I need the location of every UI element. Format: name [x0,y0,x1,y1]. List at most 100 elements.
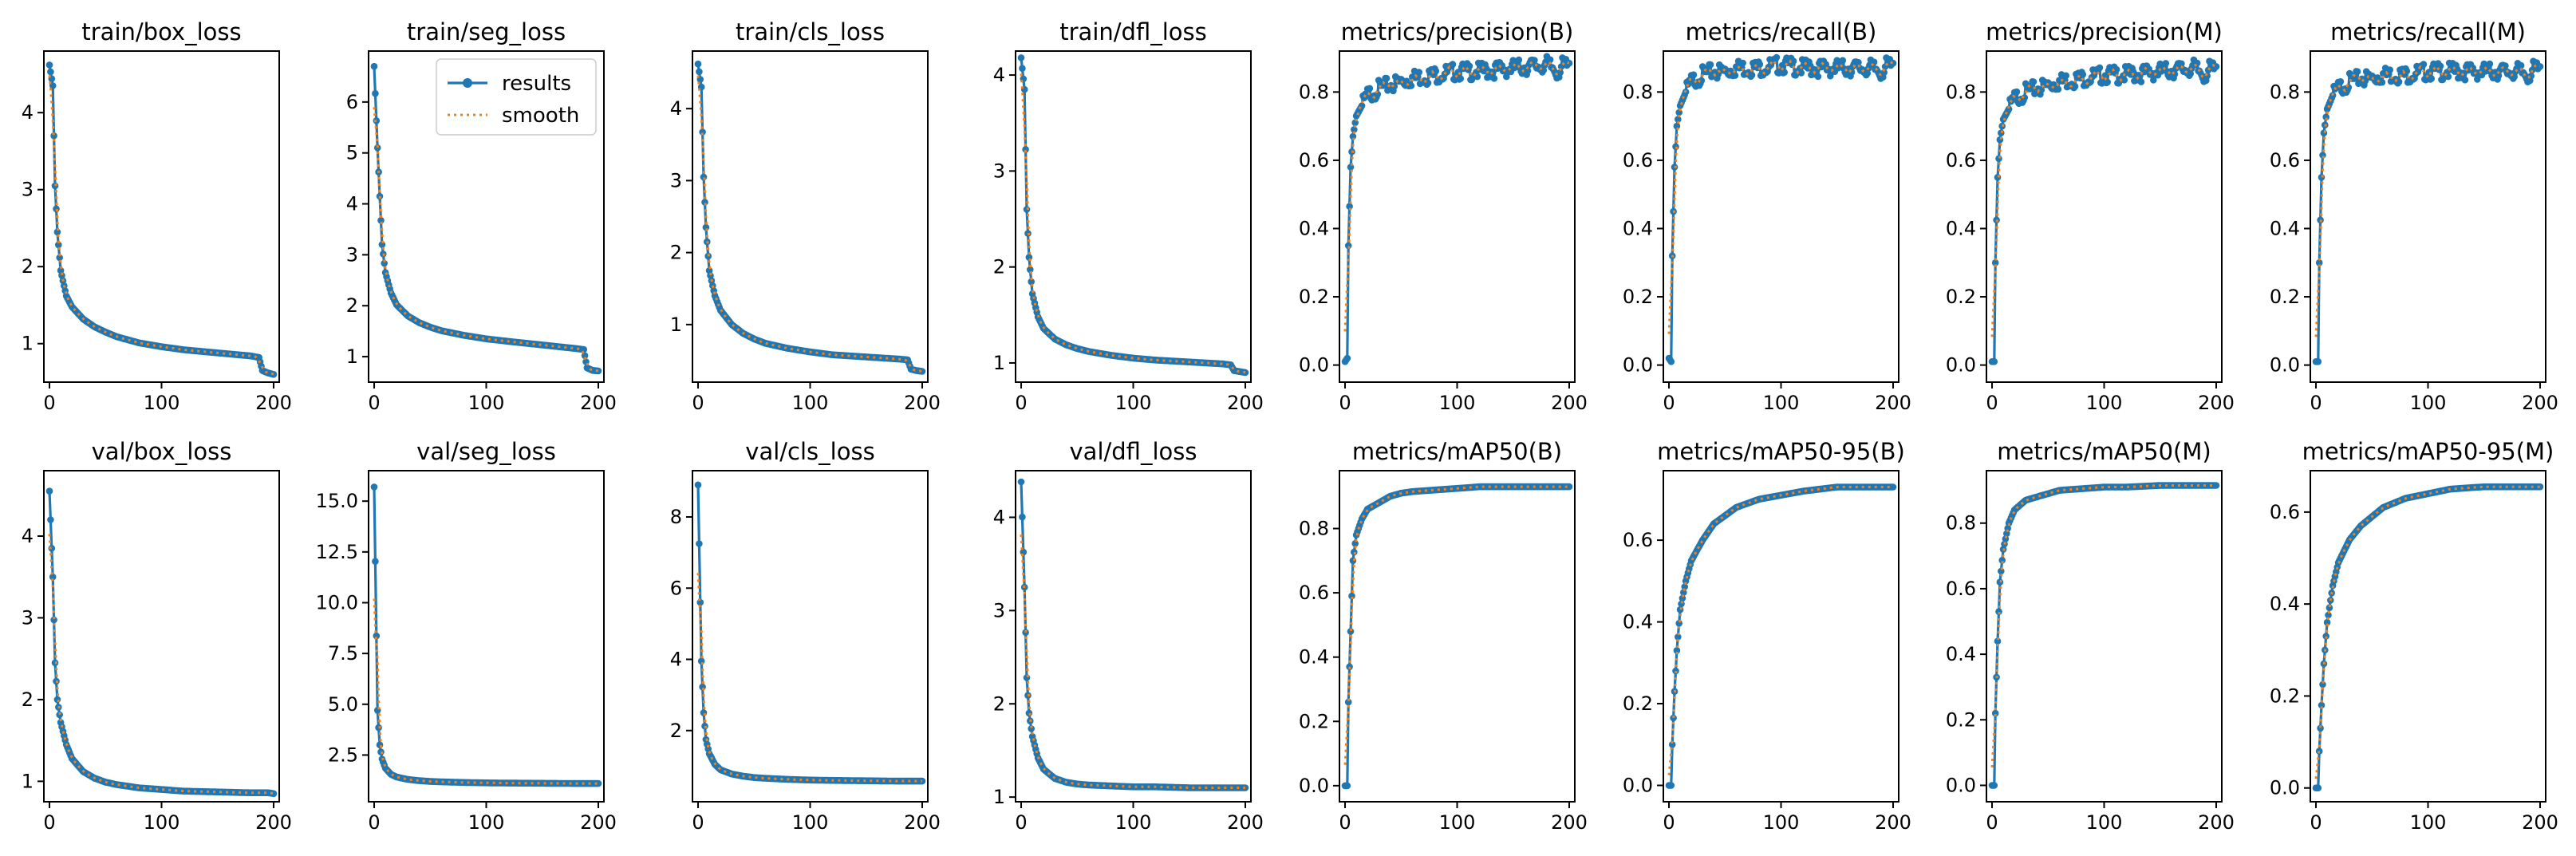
x-tick-label: 0 [1986,392,1998,414]
y-tick-label: 3 [346,243,358,266]
smooth-line-metrics-map50-b [1343,485,1569,765]
results-point [1998,557,2006,564]
y-tick-label: 0.6 [1299,582,1329,604]
subplot-title-train-cls-loss: train/cls_loss [736,18,885,45]
y-tick-label: 0.6 [1623,529,1653,551]
y-tick-label: 2 [22,688,34,711]
results-point [270,790,278,798]
x-tick-label: 200 [255,811,292,834]
results-point [1531,57,1538,64]
x-tick-label: 200 [1551,392,1588,414]
results-point [1241,369,1249,377]
y-tick-label: 1 [346,345,358,368]
y-tick-label: 0.6 [1946,578,1976,600]
y-tick-label: 3 [670,169,682,191]
results-point [56,254,63,262]
results-point [1565,483,1573,491]
y-tick-label: 0.4 [2270,593,2300,615]
legend-results-label: results [502,72,571,96]
results-point [1449,61,1457,68]
results-point [1889,483,1897,491]
results-line-val-dfl-loss [1020,481,1246,790]
x-tick-label: 100 [1439,392,1476,414]
axes-frame [2310,50,2546,383]
results-point [1667,358,1675,365]
x-tick-label: 100 [792,392,829,414]
y-tick-label: 0.0 [1946,354,1976,377]
results-point [2461,76,2469,84]
y-tick-label: 4 [670,649,682,671]
results-line-val-cls-loss [696,484,923,783]
results-point [2005,105,2013,112]
x-tick-label: 100 [144,811,180,834]
results-point [1814,73,1822,81]
results-point [1670,714,1677,722]
results-point [2038,86,2045,93]
results-point [50,132,57,140]
subplot-val-seg-loss: val/seg_loss 0 100 200 2.5 5.0 7.5 10.0 12.5 15.0 [316,438,617,834]
results-point [2345,84,2353,91]
subplot-title-metrics-map50-m: metrics/mAP50(M) [1997,438,2211,465]
results-point [377,217,385,224]
smooth-line-metrics-recall-b [1667,57,1894,334]
subplot-title-val-cls-loss: val/cls_loss [745,438,874,465]
results-point [1773,53,1781,61]
results-point [1880,69,1888,77]
results-point [1681,583,1688,590]
smooth-line-metrics-map50-95-m [2314,485,2540,779]
axes-frame [1663,470,1899,803]
y-tick-label: 0.4 [1299,646,1329,669]
subplot-val-box-loss: val/box_loss 0 100 200 1 2 3 4 [22,438,292,834]
y-tick-label: 0.8 [1299,81,1329,103]
y-tick-label: 0.4 [1946,643,1976,665]
results-point [2326,604,2333,612]
y-tick-label: 10.0 [316,591,358,613]
y-tick-label: 2 [346,294,358,317]
y-tick-label: 0.0 [1299,775,1329,797]
results-point [1679,594,1686,602]
axes-frame [1663,50,1899,383]
results-point [594,367,602,375]
x-tick-label: 200 [580,392,617,414]
x-tick-label: 0 [1015,811,1027,834]
subplot-metrics-recall-m: metrics/recall(M) 0 100 200 0.0 0.2 0.4 0.6 0.8 [2270,18,2558,414]
results-point [1565,59,1573,67]
results-point [1344,698,1352,706]
results-point [1346,663,1353,671]
axes-frame [1339,470,1576,803]
results-point [2386,66,2393,73]
results-point [1019,65,1026,72]
results-point [594,779,602,787]
results-point [55,241,62,249]
y-tick-label: 0.8 [1299,518,1329,540]
x-tick-label: 100 [1115,811,1152,834]
results-point [49,573,57,581]
results-point [373,144,381,152]
y-tick-label: 0.2 [1299,286,1329,308]
subplot-val-cls-loss: val/cls_loss 0 100 200 2 4 6 8 [670,438,941,834]
y-tick-label: 0.2 [1946,286,1976,308]
results-point [1556,69,1564,77]
smooth-line-metrics-precision-m [1990,63,2216,337]
x-tick-label: 0 [2310,392,2322,414]
x-tick-label: 100 [2410,811,2447,834]
results-point [2054,85,2062,93]
results-point [2322,633,2329,640]
results-point [694,60,702,68]
x-tick-label: 200 [1875,811,1911,834]
results-point [1991,709,1999,717]
results-point [1675,633,1682,641]
y-tick-label: 4 [22,525,34,547]
subplot-title-metrics-map50-95-m: metrics/mAP50-95(M) [2302,438,2554,465]
results-point [1748,71,1756,79]
y-tick-label: 2 [22,255,34,278]
results-point [1347,628,1355,635]
results-point [372,558,379,565]
results-point [918,368,926,375]
y-tick-label: 4 [670,97,682,120]
subplot-train-cls-loss: train/cls_loss 0 100 200 1 2 3 4 [670,18,941,414]
results-point [58,272,65,279]
y-tick-label: 0.4 [2270,217,2300,239]
subplot-metrics-recall-b: metrics/recall(B) 0 100 200 0.0 0.2 0.4 0.6 0.8 [1623,18,1911,414]
results-point [1839,57,1847,65]
